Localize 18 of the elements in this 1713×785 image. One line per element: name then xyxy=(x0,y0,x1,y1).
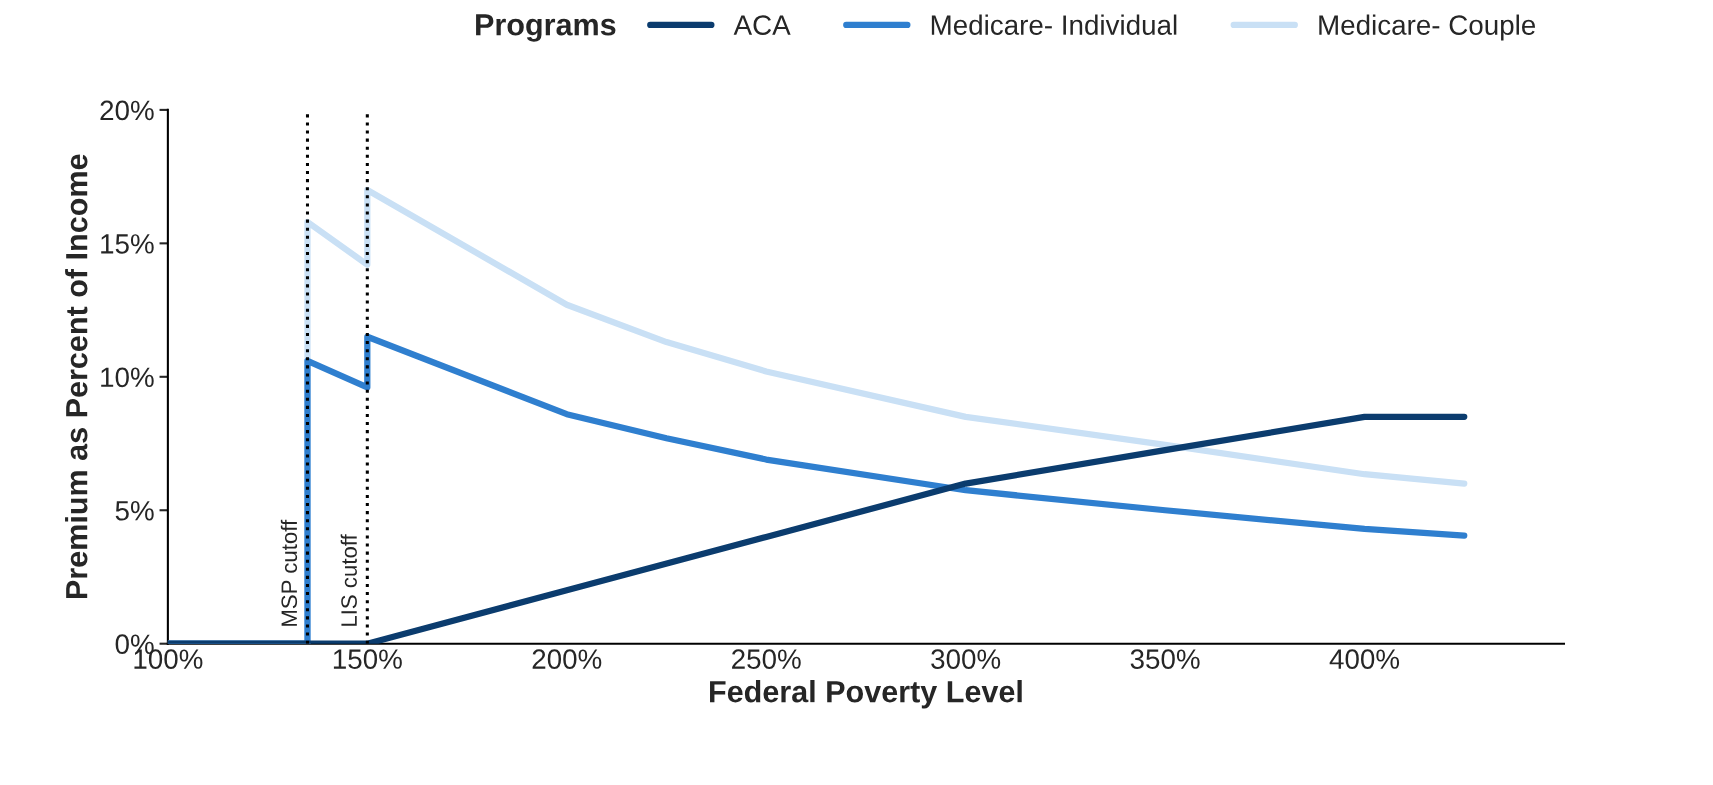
legend-title: Programs xyxy=(476,14,616,42)
ref-line-label: LIS cutoff xyxy=(340,534,357,626)
y-tick-label: 5% xyxy=(115,501,154,521)
legend-label: ACA xyxy=(733,15,791,35)
x-tick-label: 300% xyxy=(931,649,1001,669)
x-tick-label: 150% xyxy=(333,649,402,669)
x-tick-label: 350% xyxy=(1130,649,1200,669)
legend-label: Medicare- Individual xyxy=(931,14,1177,35)
x-tick-label: 250% xyxy=(732,649,801,669)
x-tick-label: 400% xyxy=(1329,649,1400,669)
y-tick-label: 15% xyxy=(101,234,154,254)
x-tick-label: 200% xyxy=(532,649,602,669)
y-tick-label: 20% xyxy=(100,100,154,121)
y-tick-label: 10% xyxy=(101,367,154,388)
legend-label: Medicare- Couple xyxy=(1319,14,1536,41)
ref-line-label: MSP cutoff xyxy=(280,519,298,626)
y-axis-title: Premium as Percent of Income xyxy=(65,154,88,599)
x-axis-title: Federal Poverty Level xyxy=(710,680,1022,709)
